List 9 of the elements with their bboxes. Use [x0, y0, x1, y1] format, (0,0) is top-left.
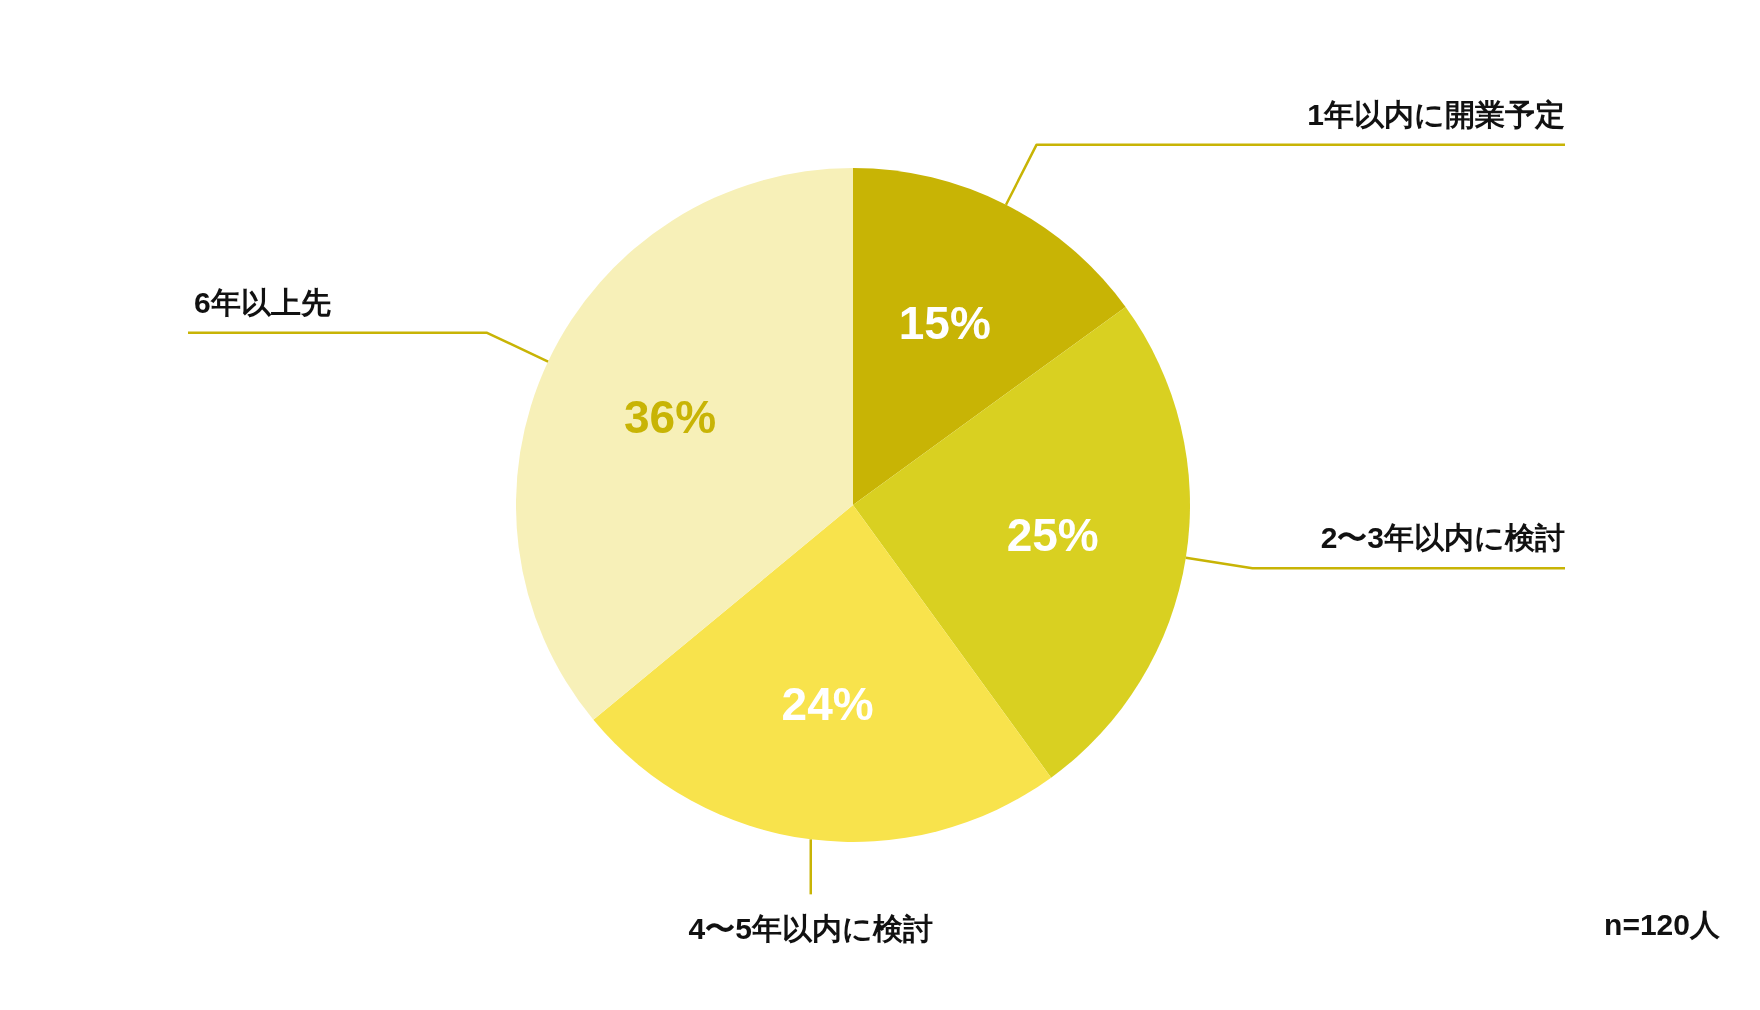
slice-label: 4〜5年以内に検討 [688, 912, 933, 946]
slice-label: 1年以内に開業予定 [1307, 97, 1565, 131]
slice-label: 2〜3年以内に検討 [1320, 521, 1565, 555]
text: n=120人 [1604, 908, 1721, 941]
data-label: 36% [624, 390, 717, 443]
data-label: 24% [781, 677, 874, 730]
slice-label: 6年以上先 [194, 285, 331, 319]
data-label: 25% [1006, 508, 1099, 561]
data-label: 15% [898, 296, 991, 349]
